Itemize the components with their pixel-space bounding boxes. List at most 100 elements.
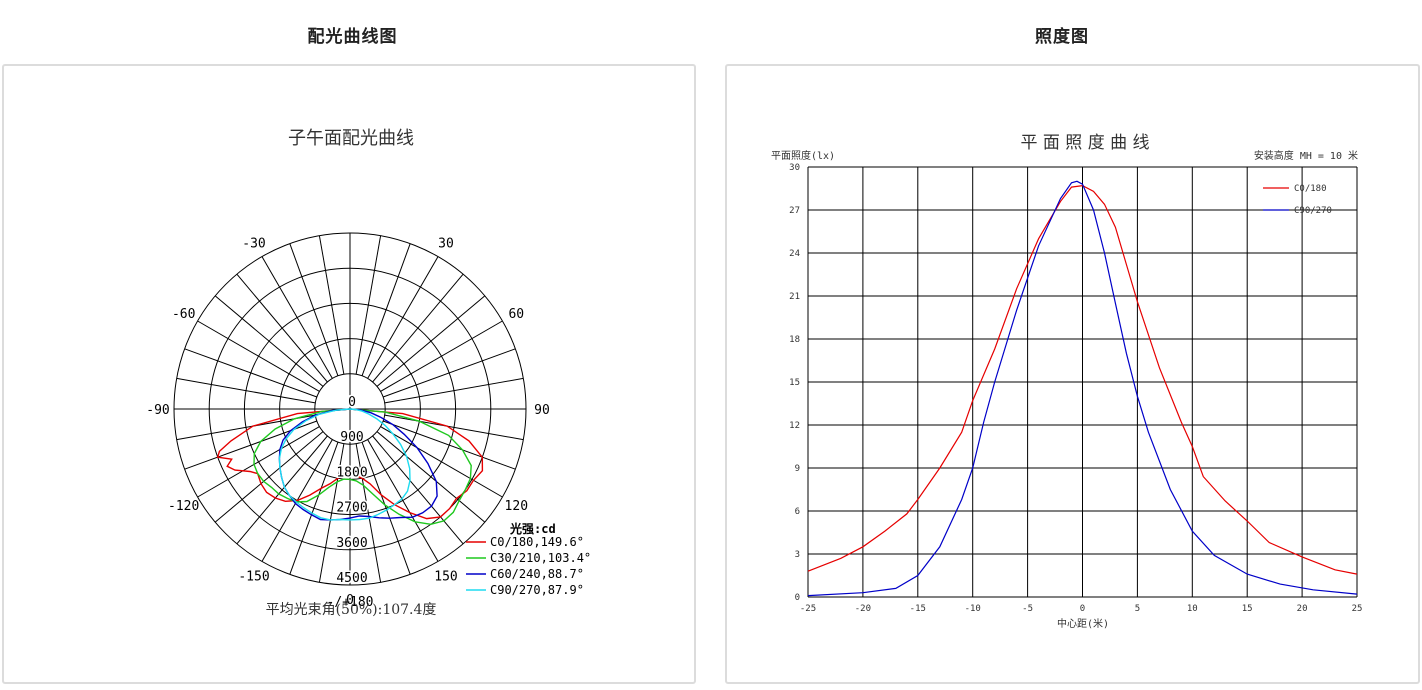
polar-spoke	[376, 431, 486, 523]
y-tick-label: 24	[789, 249, 800, 259]
polar-spoke	[380, 426, 503, 498]
x-tick-label: 5	[1135, 604, 1140, 614]
polar-chart: 子午面配光曲线 -/+180 150 120 90 60 30 0 -30 -60 -90 -120…	[146, 128, 591, 618]
polar-series-0	[216, 408, 484, 520]
polar-angle-label: -90	[146, 403, 169, 418]
polar-radial-tick: 4500	[336, 571, 367, 586]
beam-angle-footer: 平均光束角(50%):107.4度	[266, 602, 437, 618]
polar-series-2	[278, 408, 438, 521]
y-tick-label: 9	[795, 464, 800, 474]
polar-radial-tick: 0	[348, 395, 356, 410]
polar-series-1	[253, 408, 472, 526]
polar-angle-label: 150	[434, 569, 457, 584]
polar-spoke	[355, 235, 382, 375]
polar-spoke	[176, 377, 316, 404]
polar-spoke	[214, 431, 324, 523]
x-tick-label: 15	[1242, 604, 1253, 614]
polar-spoke	[380, 320, 503, 392]
polar-spoke	[376, 295, 486, 387]
illuminance-legend-label: C0/180	[1294, 184, 1327, 194]
polar-radial-tick: 2700	[336, 501, 367, 516]
illuminance-series-0	[807, 184, 1358, 575]
polar-spoke	[367, 256, 439, 379]
polar-spoke	[318, 443, 345, 583]
polar-spoke	[367, 439, 439, 562]
polar-spoke	[361, 441, 411, 575]
y-tick-label: 21	[789, 292, 800, 302]
polar-radial-tick: 900	[340, 430, 363, 445]
polar-spoke	[382, 420, 516, 470]
polar-spoke	[184, 348, 318, 398]
right-section-title: 照度图	[1035, 27, 1089, 47]
illuminance-chart-panel: 平 面 照 度 曲 线 平面照度(lx) 安装高度 MH = 10 米 -25 -…	[725, 64, 1420, 684]
polar-spoke	[382, 348, 516, 398]
polar-spoke	[372, 435, 464, 545]
illuminance-chart: 平 面 照 度 曲 线 平面照度(lx) 安装高度 MH = 10 米 -25 -…	[771, 133, 1362, 630]
polar-spoke	[197, 426, 320, 498]
polar-angle-label: -150	[238, 569, 269, 584]
y-tick-label: 6	[795, 507, 800, 517]
polar-series-3	[278, 408, 411, 521]
x-tick-label: -5	[1022, 604, 1033, 614]
polar-angle-label: -60	[172, 307, 195, 322]
polar-curves	[216, 408, 484, 526]
polar-angle-label: 90	[534, 403, 550, 418]
polar-spoke	[384, 414, 524, 441]
polar-legend-label: C60/240,88.7°	[490, 567, 584, 581]
polar-legend: C0/180,149.6° C30/210,103.4° C60/240,88.7°…	[466, 535, 591, 597]
polar-spoke	[289, 441, 339, 575]
mounting-height-note: 安装高度 MH = 10 米	[1254, 149, 1358, 162]
illuminance-series-1	[807, 180, 1358, 597]
x-tick-label: -20	[855, 604, 871, 614]
illuminance-legend: C0/180 C90/270	[1263, 184, 1332, 216]
y-tick-label: 12	[789, 421, 800, 431]
polar-chart-panel: 子午面配光曲线 -/+180 150 120 90 60 30 0 -30 -60 -90 -120…	[2, 64, 696, 684]
x-tick-label: 25	[1352, 604, 1363, 614]
polar-spoke	[355, 443, 382, 583]
polar-spoke	[361, 243, 411, 377]
polar-legend-label: C90/270,87.9°	[490, 583, 584, 597]
polar-spoke	[214, 295, 324, 387]
polar-spoke	[372, 273, 464, 383]
polar-radial-tick: 1800	[336, 465, 367, 480]
polar-legend-label: C30/210,103.4°	[490, 551, 591, 565]
illuminance-legend-label: C90/270	[1294, 206, 1332, 216]
polar-legend-label: C0/180,149.6°	[490, 535, 584, 549]
polar-angle-label: 60	[508, 307, 524, 322]
polar-angle-label: -/+180	[327, 595, 374, 610]
polar-spoke	[261, 256, 333, 379]
polar-spoke	[236, 435, 328, 545]
y-tick-label: 18	[789, 335, 800, 345]
left-section-title: 配光曲线图	[307, 27, 398, 47]
x-tick-label: 20	[1297, 604, 1308, 614]
x-tick-label: -15	[910, 604, 926, 614]
x-tick-label: 10	[1187, 604, 1198, 614]
polar-labels: -/+180 150 120 90 60 30 0 -30 -60 -90 -120 -150 0 900…	[146, 237, 550, 610]
y-tick-label: 3	[795, 550, 800, 560]
polar-spoke	[289, 243, 339, 377]
y-tick-label: 27	[789, 206, 800, 216]
y-axis-label: 平面照度(lx)	[771, 149, 835, 162]
polar-chart-title: 子午面配光曲线	[288, 128, 414, 149]
polar-angle-label: 0	[346, 593, 354, 608]
illuminance-chart-title: 平 面 照 度 曲 线	[1020, 133, 1149, 153]
y-tick-label: 15	[789, 378, 800, 388]
x-tick-label: 0	[1080, 604, 1085, 614]
intensity-unit-label: 光强:cd	[509, 521, 556, 536]
polar-angle-label: -30	[242, 237, 265, 252]
polar-grid	[173, 232, 527, 586]
polar-angle-label: 30	[438, 237, 454, 252]
polar-angle-label: 120	[505, 499, 528, 514]
polar-spoke	[176, 414, 316, 441]
x-tick-label: -25	[800, 604, 816, 614]
polar-angle-label: -120	[168, 499, 199, 514]
polar-spoke	[318, 235, 345, 375]
y-tick-label: 30	[789, 163, 800, 173]
illuminance-ticks: -25 -20 -15 -10 -5 0 5 10 15 20 25 0 3 6 9 12 15 18 21 24 27…	[789, 163, 1362, 614]
x-tick-label: -10	[965, 604, 981, 614]
illuminance-grid	[807, 166, 1358, 598]
illuminance-curves	[807, 180, 1358, 597]
polar-spoke	[197, 320, 320, 392]
polar-spoke	[384, 377, 524, 404]
x-axis-label: 中心距(米)	[1057, 617, 1109, 630]
